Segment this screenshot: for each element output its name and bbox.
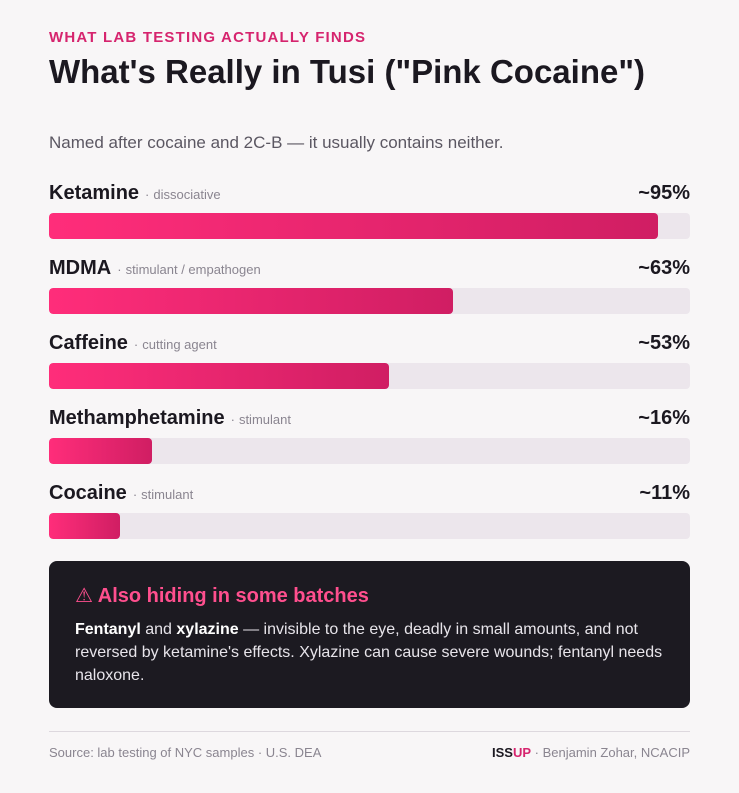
bar-track — [49, 288, 690, 314]
category-label: Methamphetamine — [49, 407, 225, 429]
category-label: Cocaine — [49, 482, 127, 504]
category-descriptor: stimulant — [238, 412, 291, 427]
label-separator: · — [132, 487, 138, 502]
warning-callout: ⚠ Also hiding in some batches Fentanyl a… — [49, 561, 690, 708]
bar-label-row: Ketamine · dissociative ~95% — [49, 182, 690, 210]
bar — [49, 513, 120, 539]
label-separator: · — [133, 337, 139, 352]
bar — [49, 363, 389, 389]
subtitle: Named after cocaine and 2C-B — it usuall… — [49, 133, 504, 152]
bar-track — [49, 363, 690, 389]
bar — [49, 213, 658, 239]
category-label: MDMA — [49, 257, 112, 279]
value-label: ~53% — [638, 332, 690, 354]
bar-label-row: Cocaine · stimulant ~11% — [49, 482, 690, 510]
callout-title: ⚠ Also hiding in some batches — [75, 585, 369, 607]
label-separator: · — [117, 262, 122, 277]
callout-and: and — [140, 621, 177, 638]
bar-track — [49, 438, 690, 464]
category-label: Ketamine — [49, 182, 140, 204]
value-label: ~11% — [639, 482, 690, 504]
category-label: Caffeine — [49, 332, 128, 354]
bar — [49, 438, 152, 464]
credit: ISSUP · Benjamin Zohar, NCACIP — [492, 745, 690, 760]
kicker: WHAT LAB TESTING ACTUALLY FINDS — [49, 29, 367, 46]
category-descriptor: cutting agent — [142, 337, 217, 352]
callout-drug-xylazine: xylazine — [176, 621, 239, 638]
label-separator: · — [230, 412, 235, 427]
value-label: ~95% — [638, 182, 690, 204]
bar-row: Caffeine · cutting agent ~53% — [49, 332, 690, 392]
bar-track — [49, 213, 690, 239]
bar-track — [49, 513, 690, 539]
value-label: ~16% — [638, 407, 690, 429]
label-separator: · — [145, 187, 150, 202]
bar-label-row: Methamphetamine · stimulant ~16% — [49, 407, 690, 435]
category-descriptor: stimulant / empathogen — [125, 262, 261, 277]
bar-label-row: Caffeine · cutting agent ~53% — [49, 332, 690, 360]
category-descriptor: dissociative — [153, 187, 221, 202]
category-descriptor: stimulant — [141, 487, 194, 502]
source-note: Source: lab testing of NYC samples · U.S… — [49, 745, 322, 760]
value-label: ~63% — [638, 257, 690, 279]
brand-logo-iss: ISS — [492, 745, 513, 760]
divider — [49, 731, 690, 732]
bar-row: MDMA · stimulant / empathogen ~63% — [49, 257, 690, 317]
bar-row: Methamphetamine · stimulant ~16% — [49, 407, 690, 467]
callout-body: Fentanyl and xylazine — invisible to the… — [75, 618, 664, 687]
callout-drug-fentanyl: Fentanyl — [75, 621, 141, 638]
bar-row: Ketamine · dissociative ~95% — [49, 182, 690, 242]
page-title: What's Really in Tusi ("Pink Cocaine") — [49, 53, 645, 90]
bar-row: Cocaine · stimulant ~11% — [49, 482, 690, 542]
brand-logo-up: UP — [512, 745, 532, 760]
bar-label-row: MDMA · stimulant / empathogen ~63% — [49, 257, 690, 285]
credit-text: · Benjamin Zohar, NCACIP — [531, 745, 690, 760]
callout-text: — invisible to the eye, deadly in small … — [75, 621, 663, 684]
bar — [49, 288, 453, 314]
